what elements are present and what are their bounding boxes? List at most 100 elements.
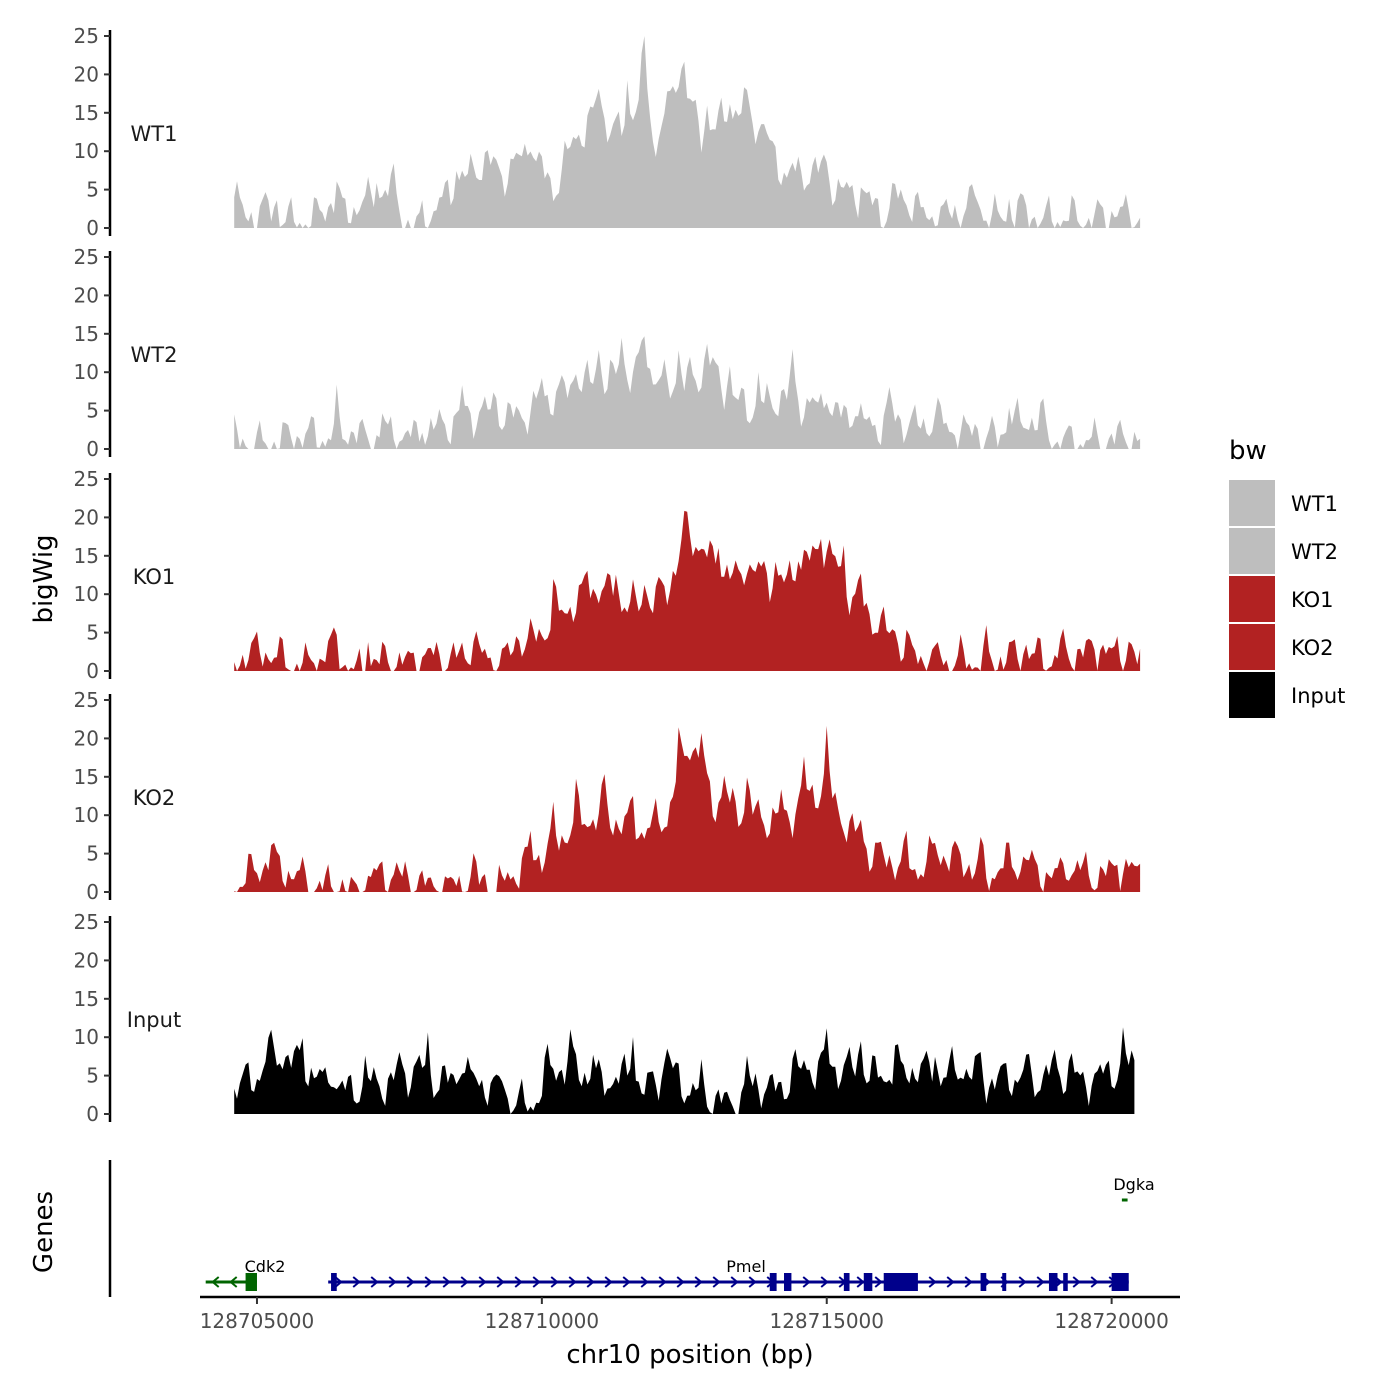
y-tick-label: 20: [74, 505, 99, 529]
exon: [883, 1273, 918, 1291]
strand-arrow: [406, 1276, 415, 1288]
strand-arrow: [640, 1276, 649, 1288]
strand-arrow: [928, 1276, 937, 1288]
y-tick-label: 5: [86, 621, 99, 645]
y-tick-label: 15: [74, 101, 99, 125]
y-tick-label: 0: [86, 880, 99, 904]
legend-swatch-input: [1229, 672, 1275, 718]
strand-arrow: [694, 1276, 703, 1288]
strand-arrow: [658, 1276, 667, 1288]
exon: [980, 1273, 987, 1291]
y-tick-label: 25: [74, 910, 99, 934]
strand-arrow: [496, 1276, 505, 1288]
strand-arrow: [568, 1276, 577, 1288]
coverage-area-input: [234, 1027, 1135, 1114]
y-tick-label: 15: [74, 765, 99, 789]
strand-arrow: [1036, 1276, 1045, 1288]
coverage-area-ko2: [234, 725, 1141, 892]
strand-arrow: [676, 1276, 685, 1288]
gene-cdk2: Cdk2: [205, 1257, 286, 1291]
y-tick-label: 25: [74, 467, 99, 491]
track-panel-input: 0 5 10 15 20 25 Input: [74, 910, 1135, 1126]
track-label: KO1: [133, 565, 176, 589]
track-panel-wt2: 0 5 10 15 20 25 WT2: [74, 245, 1141, 461]
y-tick-label: 25: [74, 24, 99, 48]
track-panel-ko1: 0 5 10 15 20 25 KO1: [74, 467, 1141, 683]
gene-track: Cdk2 Pmel Dgka: [108, 1160, 1155, 1297]
y-tick-label: 10: [74, 1025, 99, 1049]
strand-arrow: [478, 1276, 487, 1288]
track-panel-wt1: 0 5 10 15 20 25 WT1: [74, 24, 1141, 240]
strand-arrow: [211, 1276, 220, 1288]
y-tick-label: 10: [74, 139, 99, 163]
strand-arrow: [622, 1276, 631, 1288]
legend-label-ko1: KO1: [1291, 588, 1334, 612]
y-tick-label: 20: [74, 283, 99, 307]
gene-pmel: Pmel: [328, 1257, 1129, 1291]
y-tick-label: 10: [74, 582, 99, 606]
x-tick-label: 128710000: [485, 1309, 600, 1333]
exon: [331, 1273, 337, 1291]
strand-arrow: [460, 1276, 469, 1288]
y-tick-label: 5: [86, 399, 99, 423]
strand-arrow: [514, 1276, 523, 1288]
strand-arrow: [532, 1276, 541, 1288]
track-panels: 0510152025WT10510152025WT20510152025KO10…: [74, 24, 1141, 1126]
track-label: Input: [127, 1008, 181, 1032]
exon: [843, 1273, 850, 1291]
track-label: KO2: [133, 786, 176, 810]
exon: [863, 1273, 873, 1291]
y-tick-label: 5: [86, 1064, 99, 1088]
coverage-area-ko1: [234, 510, 1141, 671]
coverage-area-wt2: [234, 336, 1141, 449]
y-tick-label: 10: [74, 803, 99, 827]
coverage-area-wt1: [234, 36, 1141, 228]
y-tick-label: 10: [74, 360, 99, 384]
y-tick-label: 0: [86, 437, 99, 461]
y-tick-label: 25: [74, 688, 99, 712]
strand-arrow: [748, 1276, 757, 1288]
y-tick-label: 5: [86, 842, 99, 866]
strand-arrow: [1090, 1276, 1099, 1288]
y-tick-label: 20: [74, 948, 99, 972]
strand-arrow: [550, 1276, 559, 1288]
legend-swatch-ko1: [1229, 576, 1275, 622]
legend-label-input: Input: [1291, 684, 1345, 708]
strand-arrow: [712, 1276, 721, 1288]
y-tick-label: 0: [86, 659, 99, 683]
gene-dgka: Dgka: [1113, 1175, 1155, 1202]
x-axis: 128705000 128710000 128715000 128720000: [200, 1295, 1180, 1333]
gene-label: Cdk2: [245, 1257, 286, 1276]
strand-arrow: [964, 1276, 973, 1288]
legend-swatch-wt2: [1229, 528, 1275, 574]
strand-arrow: [442, 1276, 451, 1288]
legend-label-wt1: WT1: [1291, 492, 1338, 516]
x-tick-label: 128705000: [200, 1309, 315, 1333]
exon: [1048, 1273, 1058, 1291]
strand-arrow: [1018, 1276, 1027, 1288]
y-tick-label: 25: [74, 245, 99, 269]
x-tick-label: 128720000: [1054, 1309, 1169, 1333]
gene-track-title: Genes: [29, 1191, 59, 1273]
legend-swatch-ko2: [1229, 624, 1275, 670]
y-axis-title: bigWig: [29, 534, 59, 623]
strand-arrow: [586, 1276, 595, 1288]
legend-title: bw: [1229, 436, 1267, 466]
strand-arrow: [424, 1276, 433, 1288]
gene-label: Pmel: [726, 1257, 766, 1276]
track-label: WT2: [131, 343, 178, 367]
x-axis-title: chr10 position (bp): [566, 1340, 813, 1370]
strand-arrow: [874, 1276, 883, 1288]
strand-arrow: [229, 1276, 238, 1288]
legend-label-wt2: WT2: [1291, 540, 1338, 564]
legend: bw WT1 WT2 KO1 KO2 Input: [1229, 436, 1345, 718]
strand-arrow: [1072, 1276, 1081, 1288]
strand-arrow: [946, 1276, 955, 1288]
y-tick-label: 15: [74, 322, 99, 346]
strand-arrow: [334, 1276, 343, 1288]
y-tick-label: 5: [86, 178, 99, 202]
exon: [769, 1273, 777, 1291]
strand-arrow: [820, 1276, 829, 1288]
strand-arrow: [802, 1276, 811, 1288]
